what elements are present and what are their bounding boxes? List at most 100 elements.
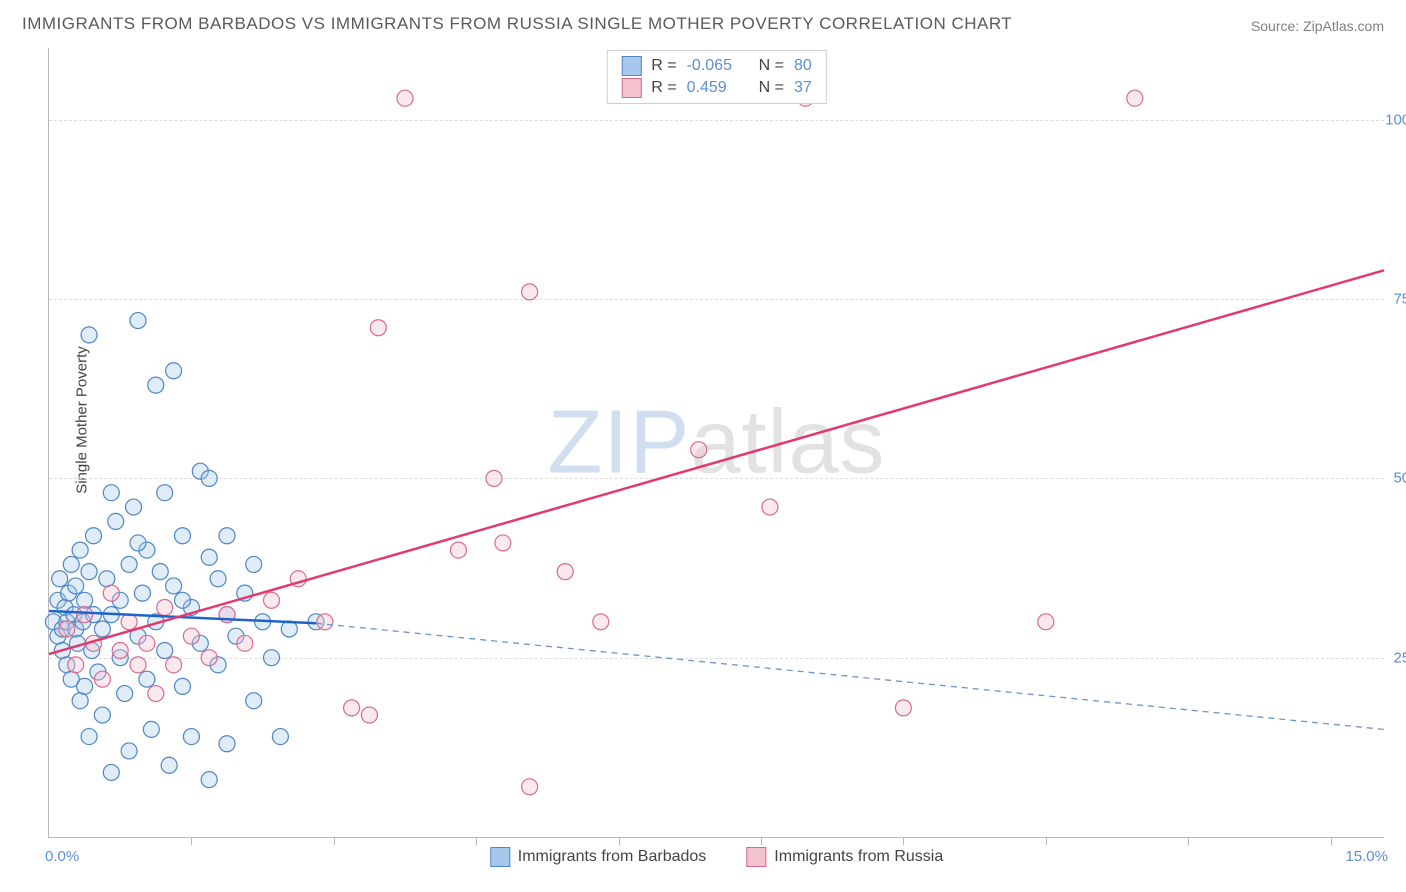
data-point-barbados bbox=[161, 757, 177, 773]
data-point-barbados bbox=[130, 535, 146, 551]
x-tick bbox=[761, 837, 762, 845]
data-point-russia bbox=[397, 90, 413, 106]
data-point-barbados bbox=[139, 671, 155, 687]
legend-item-barbados: Immigrants from Barbados bbox=[490, 847, 707, 867]
series-legend: Immigrants from Barbados Immigrants from… bbox=[490, 847, 943, 867]
correlation-legend: R = -0.065 N = 80 R = 0.459 N = 37 bbox=[606, 50, 826, 104]
data-point-barbados bbox=[175, 528, 191, 544]
data-point-barbados bbox=[81, 564, 97, 580]
legend-label-russia: Immigrants from Russia bbox=[774, 848, 943, 866]
data-point-russia bbox=[103, 585, 119, 601]
data-point-barbados bbox=[63, 556, 79, 572]
y-tick-label: 25.0% bbox=[1393, 649, 1406, 666]
data-point-russia bbox=[139, 635, 155, 651]
data-point-barbados bbox=[94, 707, 110, 723]
data-point-barbados bbox=[52, 571, 68, 587]
y-tick-label: 100.0% bbox=[1385, 111, 1406, 128]
data-point-russia bbox=[112, 643, 128, 659]
r-value-barbados: -0.065 bbox=[687, 55, 743, 77]
x-tick bbox=[191, 837, 192, 845]
data-point-barbados bbox=[103, 485, 119, 501]
source-prefix: Source: bbox=[1251, 18, 1303, 34]
n-value-barbados: 80 bbox=[794, 55, 812, 77]
data-point-russia bbox=[522, 779, 538, 795]
data-point-barbados bbox=[81, 729, 97, 745]
data-point-barbados bbox=[77, 592, 93, 608]
data-point-russia bbox=[157, 599, 173, 615]
data-point-russia bbox=[370, 320, 386, 336]
data-point-russia bbox=[895, 700, 911, 716]
r-label: R = bbox=[651, 77, 676, 99]
data-point-barbados bbox=[72, 542, 88, 558]
y-tick-label: 50.0% bbox=[1393, 470, 1406, 487]
data-point-russia bbox=[201, 650, 217, 666]
trendline-russia bbox=[49, 270, 1384, 654]
data-point-barbados bbox=[121, 743, 137, 759]
legend-swatch-barbados bbox=[621, 56, 641, 76]
data-point-russia bbox=[68, 657, 84, 673]
data-point-russia bbox=[317, 614, 333, 630]
legend-label-barbados: Immigrants from Barbados bbox=[518, 848, 707, 866]
data-point-russia bbox=[94, 671, 110, 687]
data-point-barbados bbox=[134, 585, 150, 601]
chart-title: IMMIGRANTS FROM BARBADOS VS IMMIGRANTS F… bbox=[22, 14, 1012, 34]
x-tick bbox=[1046, 837, 1047, 845]
n-label: N = bbox=[759, 77, 784, 99]
data-point-barbados bbox=[94, 621, 110, 637]
legend-row-russia: R = 0.459 N = 37 bbox=[621, 77, 811, 99]
legend-item-russia: Immigrants from Russia bbox=[746, 847, 943, 867]
x-axis-max-label: 15.0% bbox=[1345, 848, 1388, 865]
data-point-russia bbox=[77, 607, 93, 623]
data-point-russia bbox=[450, 542, 466, 558]
legend-row-barbados: R = -0.065 N = 80 bbox=[621, 55, 811, 77]
x-tick bbox=[1331, 837, 1332, 845]
data-point-barbados bbox=[201, 470, 217, 486]
data-point-barbados bbox=[77, 678, 93, 694]
data-point-russia bbox=[1127, 90, 1143, 106]
data-point-barbados bbox=[126, 499, 142, 515]
x-tick bbox=[903, 837, 904, 845]
trendline-ext-barbados bbox=[316, 623, 1384, 729]
x-tick bbox=[334, 837, 335, 845]
r-label: R = bbox=[651, 55, 676, 77]
legend-swatch-russia bbox=[621, 78, 641, 98]
data-point-barbados bbox=[157, 643, 173, 659]
data-point-barbados bbox=[130, 313, 146, 329]
data-point-barbados bbox=[246, 693, 262, 709]
data-point-russia bbox=[264, 592, 280, 608]
data-point-barbados bbox=[103, 764, 119, 780]
x-tick bbox=[476, 837, 477, 845]
data-point-barbados bbox=[121, 556, 137, 572]
legend-swatch-russia-bottom bbox=[746, 847, 766, 867]
data-point-barbados bbox=[246, 556, 262, 572]
data-point-barbados bbox=[72, 693, 88, 709]
data-point-barbados bbox=[68, 578, 84, 594]
data-point-russia bbox=[59, 621, 75, 637]
n-value-russia: 37 bbox=[794, 77, 812, 99]
data-point-barbados bbox=[219, 528, 235, 544]
data-point-barbados bbox=[210, 571, 226, 587]
data-point-barbados bbox=[81, 327, 97, 343]
data-point-russia bbox=[361, 707, 377, 723]
data-point-barbados bbox=[183, 729, 199, 745]
data-point-barbados bbox=[157, 485, 173, 501]
data-point-barbados bbox=[175, 678, 191, 694]
data-point-barbados bbox=[201, 549, 217, 565]
data-point-russia bbox=[166, 657, 182, 673]
data-point-barbados bbox=[264, 650, 280, 666]
data-point-barbados bbox=[272, 729, 288, 745]
y-tick-label: 75.0% bbox=[1393, 291, 1406, 308]
legend-swatch-barbados-bottom bbox=[490, 847, 510, 867]
data-point-russia bbox=[691, 442, 707, 458]
data-point-russia bbox=[237, 635, 253, 651]
data-point-russia bbox=[183, 628, 199, 644]
data-point-russia bbox=[495, 535, 511, 551]
data-point-barbados bbox=[108, 513, 124, 529]
data-point-russia bbox=[1038, 614, 1054, 630]
data-point-russia bbox=[593, 614, 609, 630]
x-axis-min-label: 0.0% bbox=[45, 848, 79, 865]
data-point-barbados bbox=[152, 564, 168, 580]
data-point-russia bbox=[762, 499, 778, 515]
data-point-barbados bbox=[219, 736, 235, 752]
data-point-russia bbox=[130, 657, 146, 673]
